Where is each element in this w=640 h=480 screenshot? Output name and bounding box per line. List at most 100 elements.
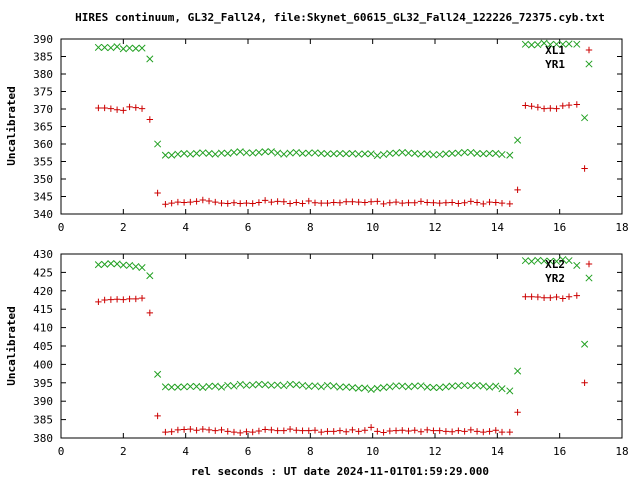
top-x-tick-label: 4 [182, 221, 189, 234]
data-point-XL2 [559, 295, 566, 302]
data-point-XL2 [180, 426, 188, 433]
data-point-YR2 [174, 383, 182, 391]
data-point-YR2 [411, 382, 419, 390]
data-point-YR2 [107, 260, 115, 268]
data-point-YR2 [249, 381, 257, 389]
data-point-YR1 [348, 149, 356, 158]
data-point-XL2 [411, 427, 418, 434]
bottom-x-tick-label: 4 [182, 445, 189, 458]
data-point-XL1 [324, 199, 331, 207]
data-point-YR2 [386, 383, 394, 391]
data-point-YR2 [161, 383, 169, 391]
data-point-XL1 [162, 201, 169, 208]
data-point-YR2 [485, 383, 494, 391]
data-point-XL2 [113, 296, 121, 303]
data-point-YR1 [205, 149, 213, 158]
data-point-XL2 [417, 428, 425, 435]
data-point-XL1 [193, 198, 200, 205]
legend-marker-XL2 [585, 260, 593, 268]
data-point-XL2 [324, 428, 331, 435]
data-point-XL2 [506, 428, 513, 436]
data-point-YR1 [180, 149, 188, 158]
data-point-YR1 [514, 136, 522, 144]
data-point-XL2 [237, 429, 244, 437]
data-point-YR1 [467, 148, 475, 156]
data-point-XL1 [565, 101, 573, 109]
data-point-XL2 [212, 427, 219, 434]
data-point-YR2 [473, 381, 481, 389]
data-point-YR1 [461, 148, 469, 156]
data-point-XL1 [553, 105, 560, 112]
data-point-YR1 [392, 149, 400, 157]
data-point-YR2 [404, 383, 413, 391]
data-point-XL1 [224, 200, 231, 207]
data-point-YR1 [534, 41, 542, 49]
data-point-YR2 [138, 264, 146, 272]
data-point-YR1 [342, 150, 350, 158]
data-point-YR1 [473, 149, 481, 158]
data-point-YR1 [242, 149, 250, 157]
data-point-XL1 [107, 105, 115, 112]
data-point-XL2 [174, 426, 182, 434]
legend-marker-YR1 [585, 60, 593, 68]
data-point-YR2 [565, 257, 573, 265]
top-y-tick-label: 370 [33, 103, 53, 116]
data-point-XL1 [547, 105, 554, 112]
data-point-YR1 [298, 149, 307, 158]
data-point-XL1 [559, 102, 566, 110]
data-point-XL2 [565, 293, 573, 300]
data-point-YR1 [479, 150, 487, 158]
data-point-XL2 [193, 427, 200, 434]
data-point-XL2 [280, 427, 288, 434]
data-point-XL1 [506, 200, 513, 208]
data-point-YR1 [161, 151, 169, 159]
top-y-tick-label: 345 [33, 191, 53, 204]
data-point-YR1 [380, 150, 388, 159]
data-point-XL1 [113, 106, 121, 113]
top-x-tick-label: 12 [428, 221, 441, 234]
bottom-x-tick-label: 12 [428, 445, 441, 458]
data-point-XL2 [261, 426, 269, 433]
data-point-XL2 [355, 428, 362, 435]
data-point-YR1 [398, 148, 406, 156]
data-point-XL2 [318, 428, 325, 436]
data-point-YR2 [132, 262, 140, 271]
bottom-axis-ticks: 380 385 390 395 400 405 410 415 420 425 430 0 2 4 6 8 10… [33, 248, 629, 458]
data-point-YR1 [485, 149, 494, 158]
data-point-YR2 [514, 367, 522, 375]
data-point-YR1 [411, 149, 419, 158]
data-point-YR1 [211, 150, 219, 158]
data-point-XL1 [101, 104, 108, 112]
data-point-XL1 [212, 198, 219, 206]
top-axis-ticks: 340 345 350 355 360 365 370 375 380 385 390 0 2 4 6 8 10… [33, 33, 629, 234]
top-y-tick-label: 375 [33, 86, 53, 99]
data-point-YR2 [429, 384, 437, 392]
data-point-XL2 [514, 409, 521, 416]
data-point-XL1 [138, 105, 146, 112]
data-point-XL2 [146, 309, 154, 317]
data-point-XL2 [547, 294, 554, 301]
data-point-YR1 [126, 44, 134, 52]
top-x-tick-label: 6 [245, 221, 252, 234]
data-point-YR2 [180, 383, 188, 391]
data-point-XL2 [540, 294, 548, 301]
data-point-YR2 [146, 272, 154, 280]
data-point-XL1 [180, 199, 188, 206]
data-point-YR1 [154, 140, 162, 148]
data-point-YR1 [417, 150, 425, 158]
data-point-YR2 [186, 382, 194, 391]
data-point-YR1 [573, 40, 581, 48]
top-y-tick-label: 385 [33, 51, 53, 64]
data-point-YR1 [286, 149, 294, 157]
data-point-YR1 [101, 43, 109, 51]
bottom-y-tick-label: 390 [33, 395, 53, 408]
data-point-XL1 [436, 199, 443, 207]
data-point-YR1 [236, 148, 244, 156]
data-point-YR2 [540, 257, 548, 265]
data-point-YR2 [230, 382, 238, 390]
data-point-YR2 [286, 380, 294, 388]
data-point-XL1 [361, 199, 369, 206]
data-point-YR1 [146, 55, 154, 63]
data-point-XL2 [187, 425, 194, 433]
